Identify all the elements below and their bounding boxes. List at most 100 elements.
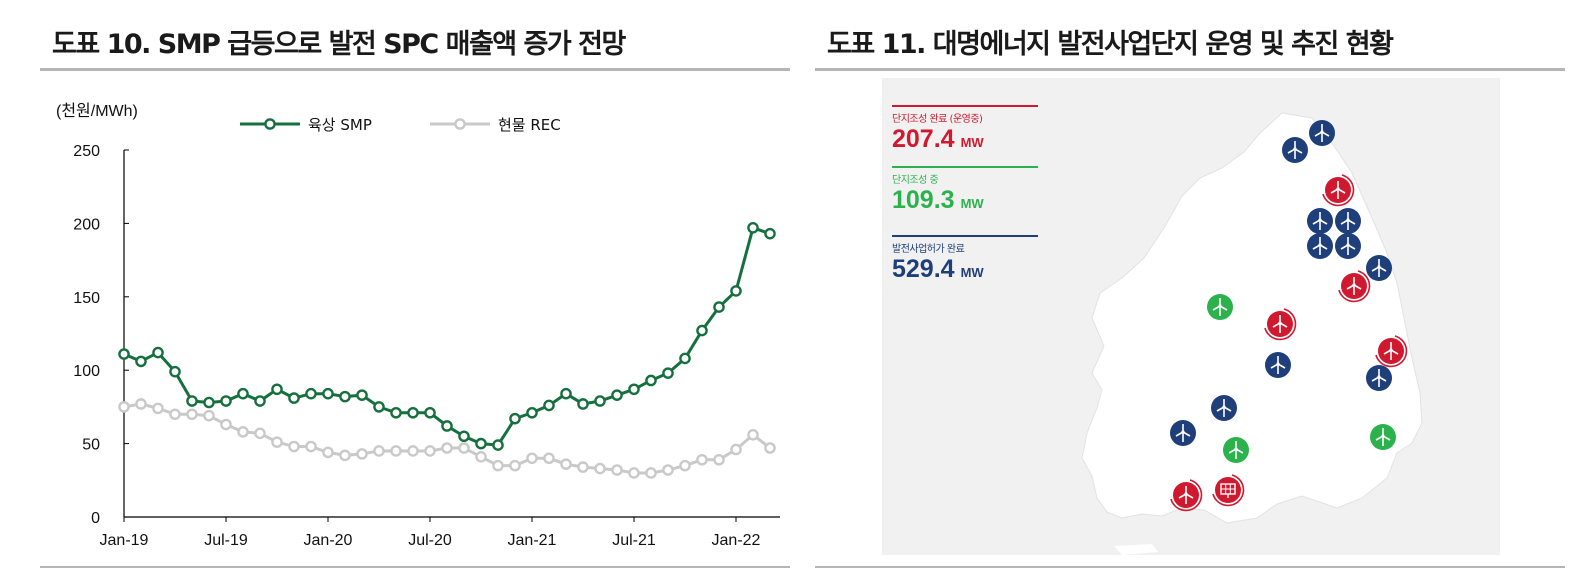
stat-unit: MW (960, 265, 984, 280)
wind-turbine-icon (1175, 424, 1191, 442)
data-point (424, 406, 436, 419)
data-point (662, 464, 674, 476)
data-point (237, 387, 249, 400)
data-point (118, 348, 130, 360)
wind-turbine-icon (1272, 315, 1288, 333)
x-tick-label: Jul-21 (612, 532, 656, 549)
business-map-panel: 도표 11. 대명에너지 발전사업단지 운영 및 추진 현황 단지조성 완료 (… (815, 0, 1565, 570)
wind-project-marker (1170, 420, 1196, 446)
wind-turbine-icon (1270, 356, 1286, 374)
data-point (577, 461, 589, 473)
wind-turbine-icon (1371, 369, 1387, 387)
data-point (305, 440, 317, 453)
data-point (696, 324, 708, 337)
series-rec (118, 398, 776, 479)
wind-project-marker (1211, 395, 1237, 421)
data-point (288, 440, 300, 453)
korea-map (1081, 112, 1423, 555)
stat-block: 단지조성 중 109.3 MW (892, 166, 1038, 218)
data-point (390, 445, 402, 457)
wind-project-marker (1170, 479, 1203, 512)
data-point (169, 408, 181, 421)
legend-entry: 현물 REC (430, 116, 561, 134)
data-point (407, 406, 419, 419)
data-point (441, 420, 453, 432)
stat-number: 207.4 (892, 125, 955, 153)
title-divider (815, 68, 1565, 71)
data-point (339, 449, 351, 462)
stat-number: 529.4 (892, 255, 955, 283)
wind-project-marker (1322, 174, 1355, 207)
data-point (662, 367, 674, 379)
data-point (730, 285, 742, 297)
wind-project-marker (1282, 137, 1308, 163)
data-point (526, 406, 538, 419)
wind-project-marker (1307, 208, 1333, 234)
data-point (152, 346, 164, 359)
y-axis-label: (천원/MWh) (56, 102, 138, 120)
data-point (611, 464, 623, 476)
wind-project-marker (1370, 424, 1396, 450)
operating-ring (1264, 308, 1297, 341)
data-point (152, 402, 164, 415)
stat-number: 109.3 (892, 186, 955, 214)
series-smp (118, 222, 776, 451)
solar-panel-icon (1220, 483, 1236, 498)
legend-entry: 육상 SMP (240, 116, 372, 134)
data-point (628, 467, 640, 479)
wind-turbine-icon (1346, 277, 1362, 295)
legend-marker (264, 118, 276, 130)
korea-peninsula-shape (1081, 112, 1423, 524)
smp-rec-line-chart: (천원/MWh) 육상 SMP 현물 REC 0 50 100 150 200 250 Jan… (56, 102, 780, 549)
wind-project-marker (1375, 335, 1408, 368)
stat-rule (892, 166, 1038, 168)
wind-turbine-icon (1371, 259, 1387, 277)
data-point (594, 462, 606, 475)
wind-turbine-icon (1340, 212, 1356, 230)
legend-label: 현물 REC (498, 116, 561, 134)
wind-project-marker (1338, 270, 1371, 303)
wind-turbine-icon (1383, 342, 1399, 360)
wind-project-marker (1309, 120, 1335, 146)
wind-turbine-icon (1228, 441, 1244, 459)
stat-block: 발전사업허가 완료 529.4 MW (892, 235, 1038, 287)
data-point (220, 395, 232, 407)
data-point (356, 389, 368, 401)
x-tick-label: Jan-21 (508, 532, 557, 549)
data-point (407, 445, 419, 457)
data-point (135, 355, 147, 368)
wind-project-marker (1223, 437, 1249, 463)
project-markers (1170, 120, 1408, 512)
y-tick-label: 50 (82, 437, 100, 454)
chart-axes: 0 50 100 150 200 250 Jan-19 Jul-19 Jan-20 Jul-20 J… (73, 143, 780, 549)
data-point (509, 459, 521, 472)
data-point (679, 352, 691, 365)
data-point (594, 395, 606, 407)
data-point (305, 387, 317, 400)
data-point (203, 396, 215, 409)
operating-ring (1212, 474, 1245, 507)
x-tick-label: Jan-20 (304, 532, 353, 549)
data-point (611, 389, 623, 401)
wind-turbine-icon (1178, 486, 1194, 504)
y-tick-label: 150 (73, 290, 100, 307)
stat-value: 207.4 MW (892, 125, 1038, 157)
data-point (424, 445, 436, 457)
data-point (713, 453, 725, 466)
data-point (458, 442, 470, 454)
series-line (123, 225, 771, 447)
data-point (186, 408, 198, 421)
y-tick-label: 250 (73, 143, 100, 160)
data-point (118, 401, 130, 413)
data-point (543, 452, 555, 465)
map-title: 도표 11. 대명에너지 발전사업단지 운영 및 추진 현황 (827, 29, 1394, 60)
data-point (271, 383, 283, 396)
wind-project-marker (1335, 208, 1361, 234)
marker-disc (1215, 477, 1241, 503)
x-tick-label: Jan-19 (100, 532, 149, 549)
data-point (526, 452, 538, 465)
island-jeju (1114, 544, 1158, 555)
stat-value: 109.3 MW (892, 186, 1038, 218)
data-point (679, 459, 691, 472)
data-point (356, 448, 368, 460)
